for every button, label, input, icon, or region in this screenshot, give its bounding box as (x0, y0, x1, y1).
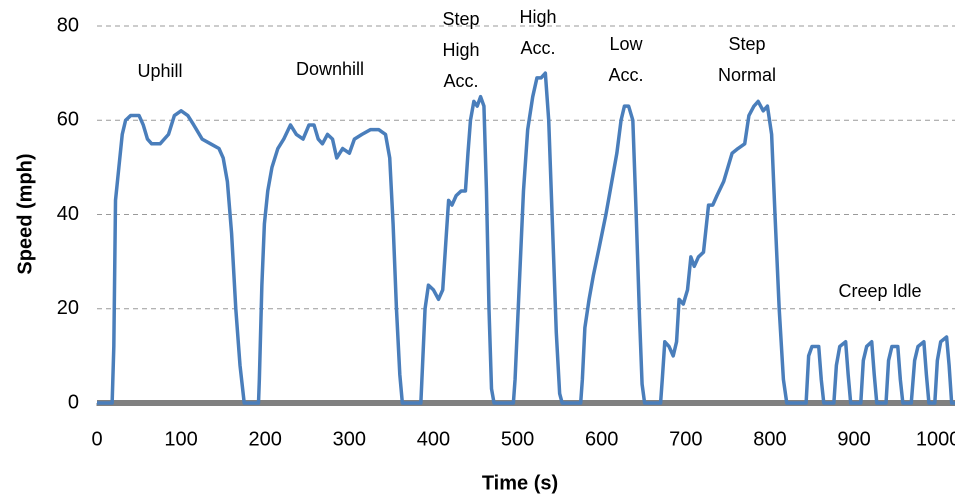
annotation: High (519, 7, 556, 27)
y-tick-label: 60 (57, 109, 79, 131)
x-axis-title: Time (s) (482, 472, 558, 494)
x-tick-label: 200 (249, 428, 282, 450)
x-tick-label: 0 (91, 428, 102, 450)
plot-area (97, 71, 955, 405)
y-tick-label: 20 (57, 297, 79, 319)
grid (96, 25, 955, 406)
x-tick-label: 900 (837, 428, 870, 450)
x-tick-label: 100 (164, 428, 197, 450)
x-tick-label: 300 (333, 428, 366, 450)
y-axis-title: Speed (mph) (14, 153, 36, 274)
x-tick-label: 500 (501, 428, 534, 450)
x-tick-label: 800 (753, 428, 786, 450)
y-tick-label: 0 (68, 391, 79, 413)
annotation: Low (609, 34, 643, 54)
annotation: Creep Idle (838, 281, 921, 301)
annotation: Acc. (608, 65, 643, 85)
annotation: Step (442, 9, 479, 29)
x-axis-line (97, 400, 955, 406)
y-tick-label: 40 (57, 203, 79, 225)
x-tick-label: 1000 (916, 428, 955, 450)
annotation: Uphill (137, 61, 182, 81)
x-tick-label: 600 (585, 428, 618, 450)
y-tick-label: 80 (57, 14, 79, 36)
annotation: Acc. (520, 38, 555, 58)
annotation: Acc. (443, 71, 478, 91)
annotation: Normal (718, 65, 776, 85)
x-tick-label: 400 (417, 428, 450, 450)
annotation: High (442, 40, 479, 60)
data-line (97, 71, 955, 405)
x-tick-label: 700 (669, 428, 702, 450)
annotation: Step (728, 34, 765, 54)
annotation: Downhill (296, 59, 364, 79)
